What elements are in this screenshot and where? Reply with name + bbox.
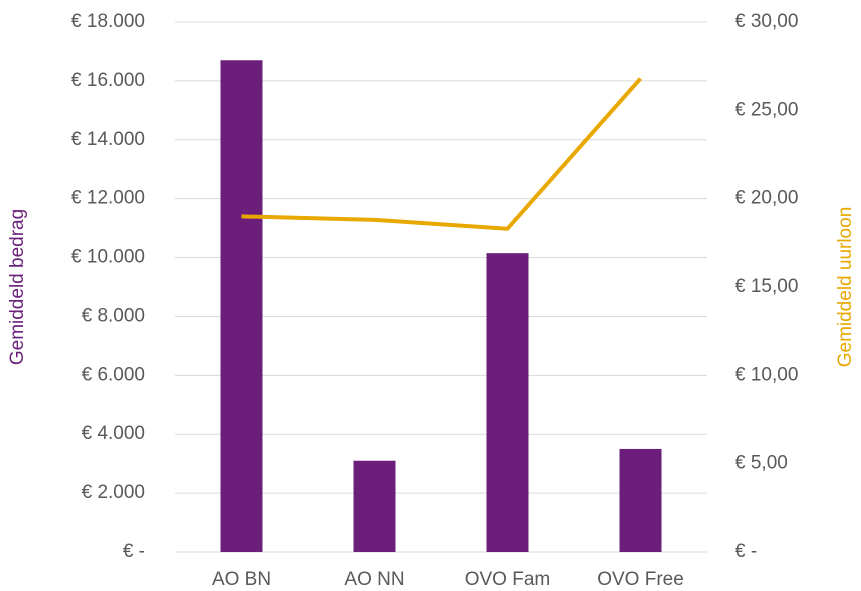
y-tick-label: € 4.000: [82, 423, 145, 444]
x-tick-label: AO BN: [212, 569, 271, 590]
y-tick-label: € 2.000: [82, 482, 145, 503]
y2-tick-label: € -: [735, 541, 757, 562]
y-tick-label: € 8.000: [82, 305, 145, 326]
bar: [353, 460, 396, 552]
line: [241, 77, 642, 231]
y-axis-title: Gemiddeld bedrag: [7, 209, 28, 365]
y2-tick-label: € 20,00: [735, 188, 798, 209]
y2-tick-label: € 25,00: [735, 99, 798, 120]
bar: [220, 60, 263, 553]
bar: [486, 253, 529, 552]
y-tick-label: € 6.000: [82, 364, 145, 385]
y2-tick-label: € 30,00: [735, 11, 798, 32]
y-tick-label: € 18.000: [71, 11, 145, 32]
y2-tick-label: € 10,00: [735, 364, 798, 385]
bar: [619, 448, 662, 552]
y-tick-label: € 10.000: [71, 247, 145, 268]
y2-tick-label: € 5,00: [735, 453, 788, 474]
y-tick-label: € -: [123, 541, 145, 562]
x-tick-label: OVO Fam: [465, 569, 551, 590]
x-tick-label: AO NN: [344, 569, 404, 590]
x-tick-label: OVO Free: [597, 569, 684, 590]
y-tick-label: € 12.000: [71, 188, 145, 209]
y-tick-label: € 14.000: [71, 129, 145, 150]
y2-axis-title: Gemiddeld uurloon: [835, 207, 856, 368]
y2-tick-label: € 15,00: [735, 276, 798, 297]
y-tick-label: € 16.000: [71, 70, 145, 91]
